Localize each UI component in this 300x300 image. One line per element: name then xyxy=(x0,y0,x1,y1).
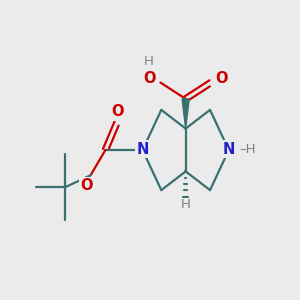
Text: H: H xyxy=(144,55,154,68)
Text: O: O xyxy=(215,71,228,86)
Text: O: O xyxy=(143,70,155,86)
Text: N: N xyxy=(223,142,235,157)
Text: O: O xyxy=(81,178,93,193)
Text: H: H xyxy=(181,199,190,212)
Text: N: N xyxy=(136,142,149,157)
Polygon shape xyxy=(182,99,189,129)
Text: O: O xyxy=(112,104,124,119)
Text: –H: –H xyxy=(239,143,255,156)
